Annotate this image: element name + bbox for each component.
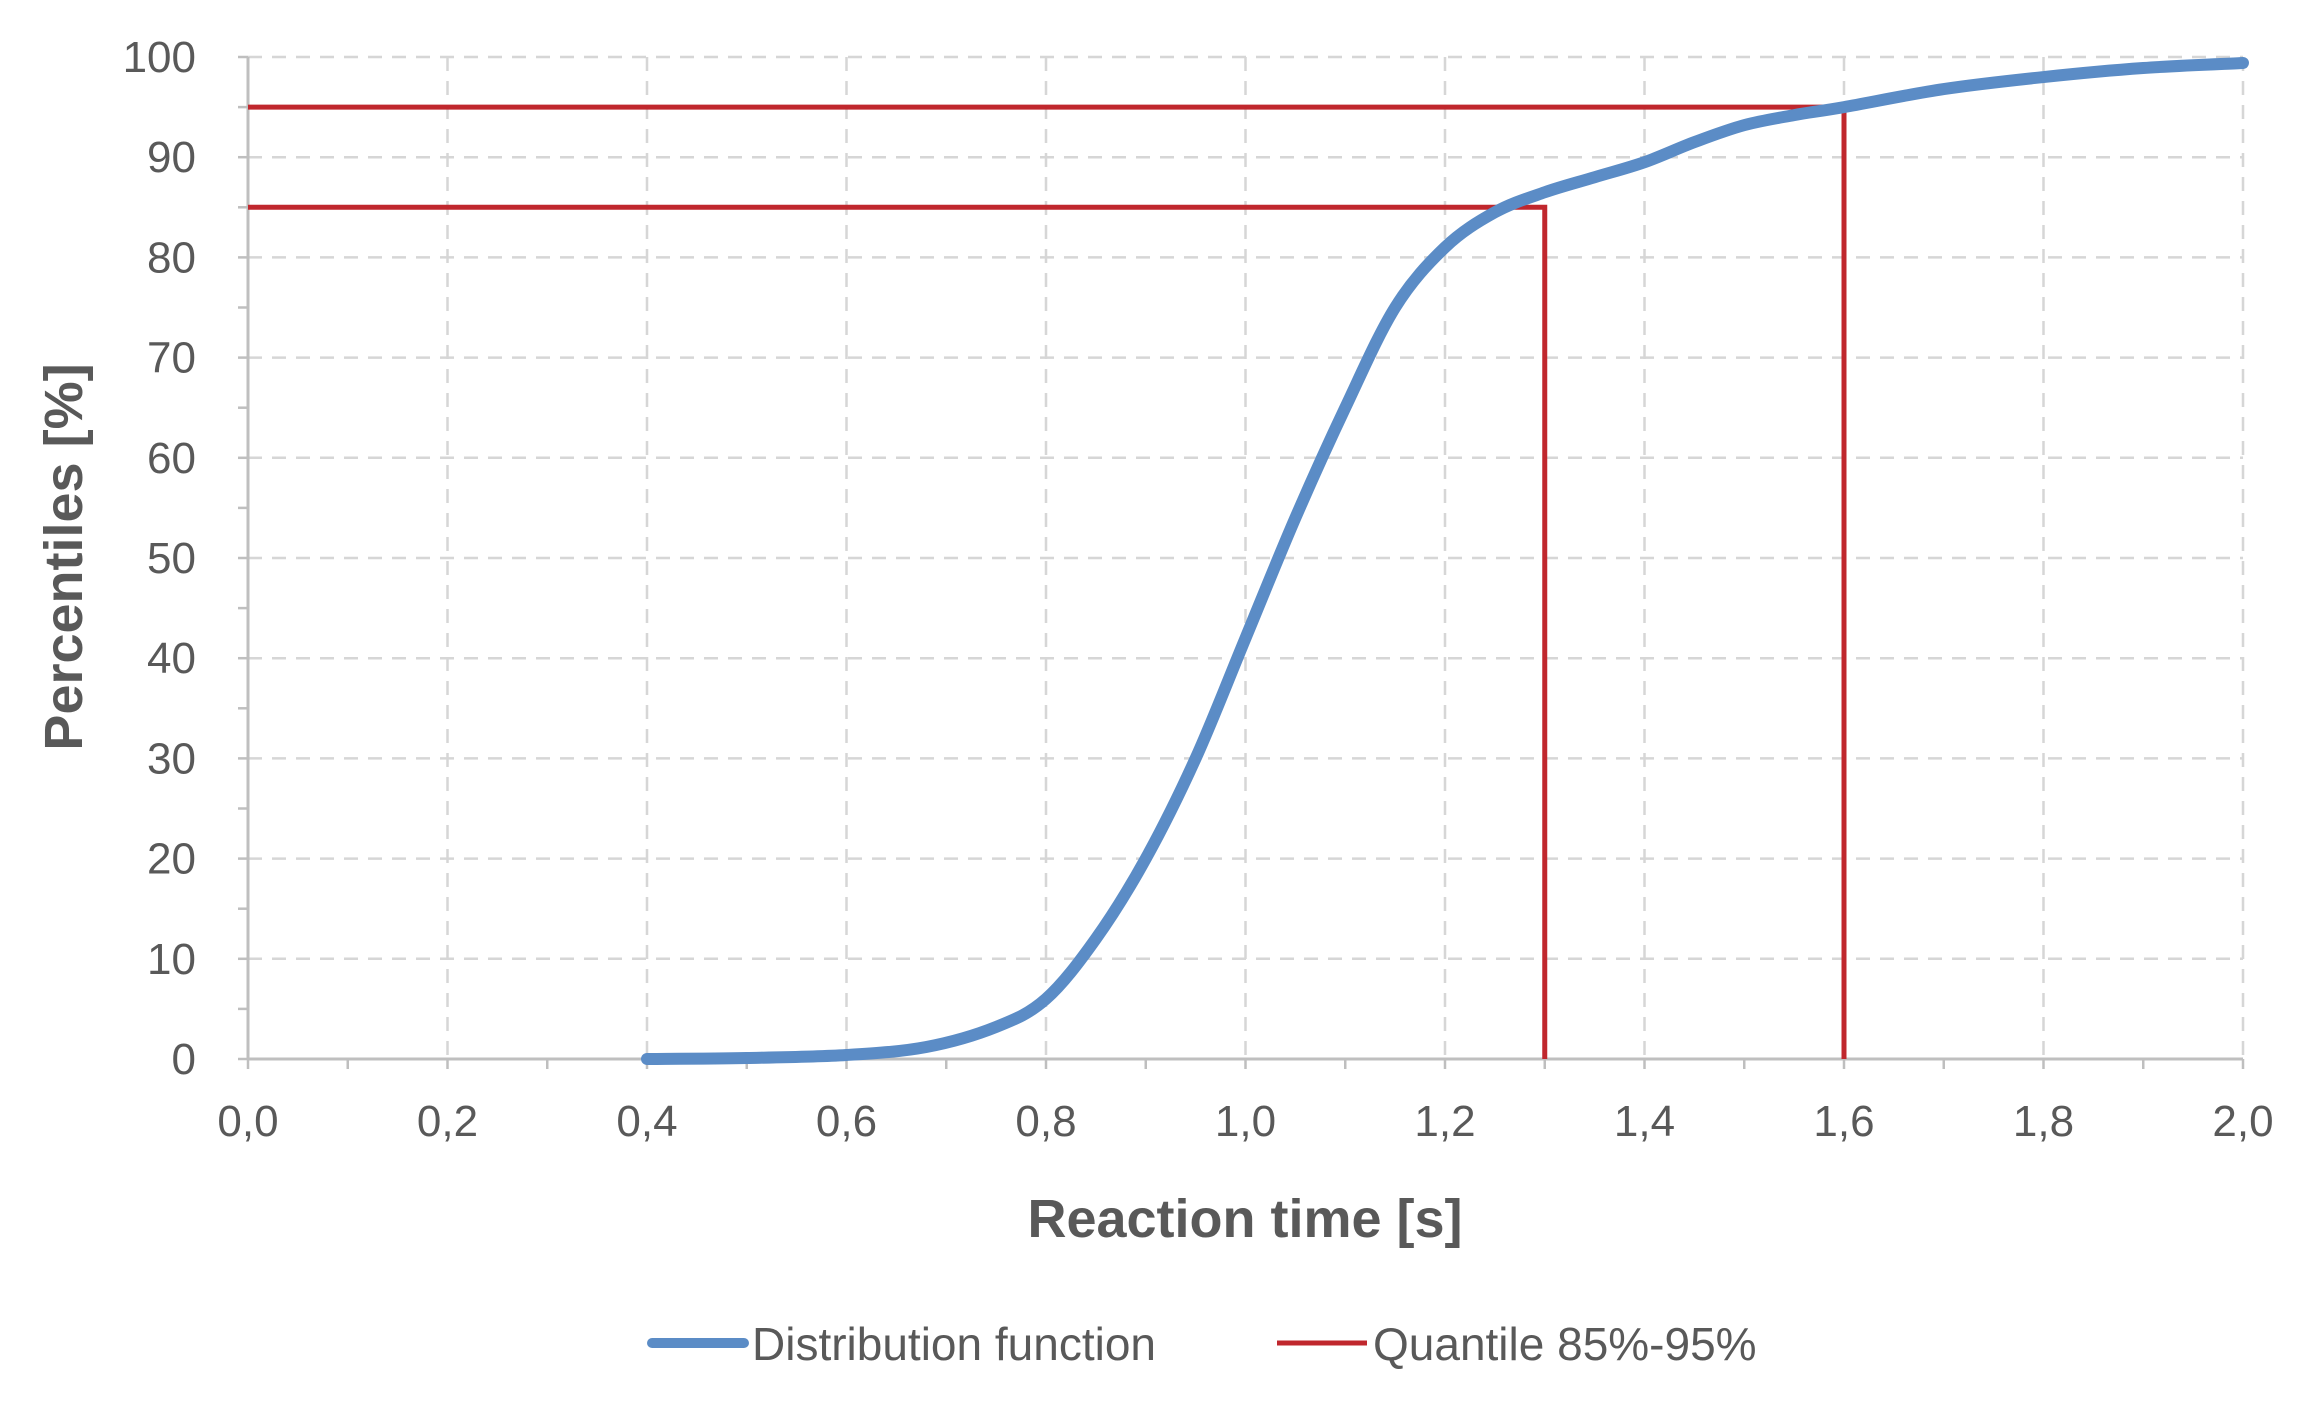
y-tick-label: 10 (147, 935, 196, 984)
x-axis-title: Reaction time [s] (1027, 1189, 1462, 1249)
y-tick-label: 0 (172, 1035, 196, 1084)
y-tick-label: 30 (147, 734, 196, 783)
tick-labels: 0,0 0,2 0,4 0,6 0,8 1,0 1,2 1,4 1,6 1,8 2,0 0 10 20 30… (123, 33, 2274, 1146)
x-tick-label: 1,2 (1414, 1097, 1475, 1146)
y-tick-label: 20 (147, 835, 196, 884)
x-tick-label: 0,4 (616, 1097, 677, 1146)
x-tick-label: 2,0 (2212, 1097, 2273, 1146)
x-tick-label: 0,6 (816, 1097, 877, 1146)
series (248, 57, 2249, 1065)
legend: Distribution function Quantile 85%-95% (647, 1318, 1757, 1370)
x-tick-label: 1,8 (2013, 1097, 2074, 1146)
x-tick-label: 1,4 (1614, 1097, 1675, 1146)
x-tick-label: 1,6 (1813, 1097, 1874, 1146)
y-tick-label: 80 (147, 233, 196, 282)
legend-label-distribution-function: Distribution function (752, 1318, 1156, 1370)
x-tick-label: 0,2 (417, 1097, 478, 1146)
y-tick-label: 70 (147, 334, 196, 383)
quantile-line-85 (248, 204, 1548, 1059)
legend-label-quantile: Quantile 85%-95% (1373, 1318, 1757, 1370)
y-tick-label: 100 (123, 33, 196, 82)
distribution-function-line (641, 57, 2249, 1065)
y-tick-label: 90 (147, 133, 196, 182)
y-axis-title: Percentiles [%] (34, 363, 94, 750)
y-tick-label: 60 (147, 434, 196, 483)
y-tick-label: 50 (147, 534, 196, 583)
grid (248, 55, 2245, 1059)
x-tick-label: 0,0 (217, 1097, 278, 1146)
x-tick-label: 1,0 (1215, 1097, 1276, 1146)
x-tick-label: 0,8 (1015, 1097, 1076, 1146)
axes (238, 55, 2245, 1069)
y-tick-label: 40 (147, 634, 196, 683)
